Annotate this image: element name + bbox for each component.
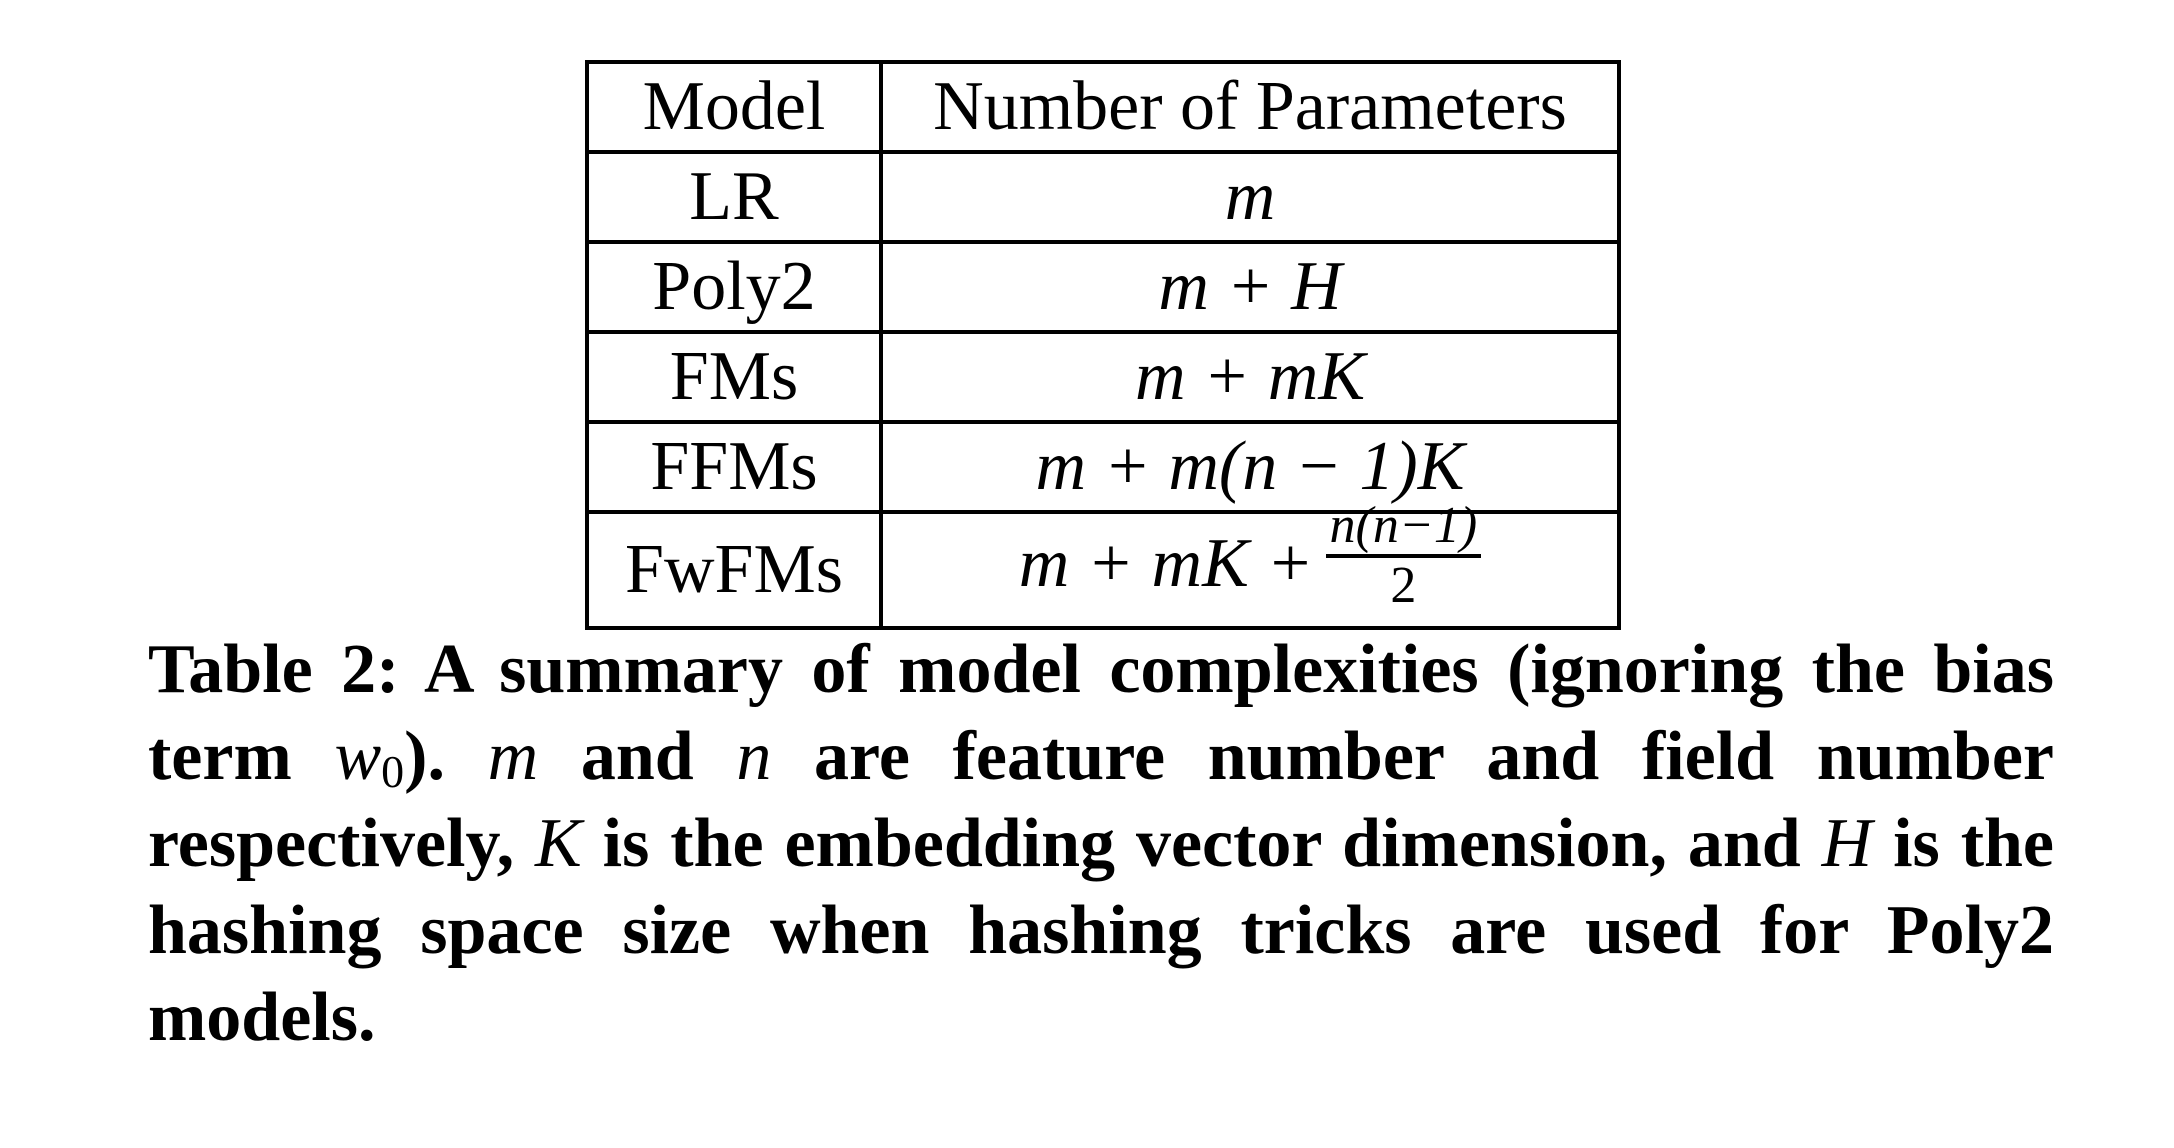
caption-math-h: H	[1821, 805, 1873, 882]
caption-text: is the embedding vector dimension, and	[581, 805, 1822, 882]
table-row: FMs m + mK	[585, 330, 1621, 424]
params-cell: m	[879, 150, 1621, 244]
model-cell: FFMs	[585, 420, 883, 514]
params-cell: m + mK	[879, 330, 1621, 424]
fraction: n(n−1) 2	[1325, 500, 1482, 614]
params-expression: m + mK +	[1018, 525, 1314, 603]
model-cell: Poly2	[585, 240, 883, 334]
table-header-row: Model Number of Parameters	[585, 60, 1621, 154]
caption-label: Table 2:	[148, 631, 400, 708]
table-row: LR m	[585, 150, 1621, 244]
params-cell: m + m(n − 1)K	[879, 420, 1621, 514]
complexity-table: Model Number of Parameters LR m Poly2 m …	[585, 60, 1621, 630]
caption-text: ).	[404, 718, 488, 795]
header-model: Model	[585, 60, 883, 154]
model-cell: LR	[585, 150, 883, 244]
caption-math-m: m	[487, 718, 539, 795]
fraction-denominator: 2	[1390, 557, 1417, 614]
caption-math-n: n	[736, 718, 772, 795]
caption-w: w	[334, 718, 382, 795]
caption-text: and	[538, 718, 737, 795]
caption-text: are feature number and field number resp…	[148, 718, 2055, 882]
table-row: FFMs m + m(n − 1)K	[585, 420, 1621, 514]
header-number-of-parameters: Number of Parameters	[879, 60, 1621, 154]
table-row: FwFMs m + mK + n(n−1) 2	[585, 500, 1621, 630]
params-cell: m + mK + n(n−1) 2	[879, 500, 1621, 630]
table-row: Poly2 m + H	[585, 240, 1621, 334]
params-cell: m + H	[879, 240, 1621, 334]
model-cell: FMs	[585, 330, 883, 424]
caption-text: A summary of model complexities (ignorin…	[148, 631, 2054, 795]
fraction-numerator: n(n−1)	[1325, 500, 1482, 558]
model-cell: FwFMs	[585, 510, 883, 630]
caption-text: is the hashing space size when hashing t…	[148, 805, 2055, 1056]
caption-math-w: w0	[334, 718, 404, 795]
caption-w-subscript: 0	[381, 746, 405, 797]
table-caption: Table 2: A summary of model complexities…	[148, 626, 2054, 1061]
complexity-table-container: Model Number of Parameters LR m Poly2 m …	[585, 60, 1621, 630]
caption-math-k: K	[535, 805, 582, 882]
